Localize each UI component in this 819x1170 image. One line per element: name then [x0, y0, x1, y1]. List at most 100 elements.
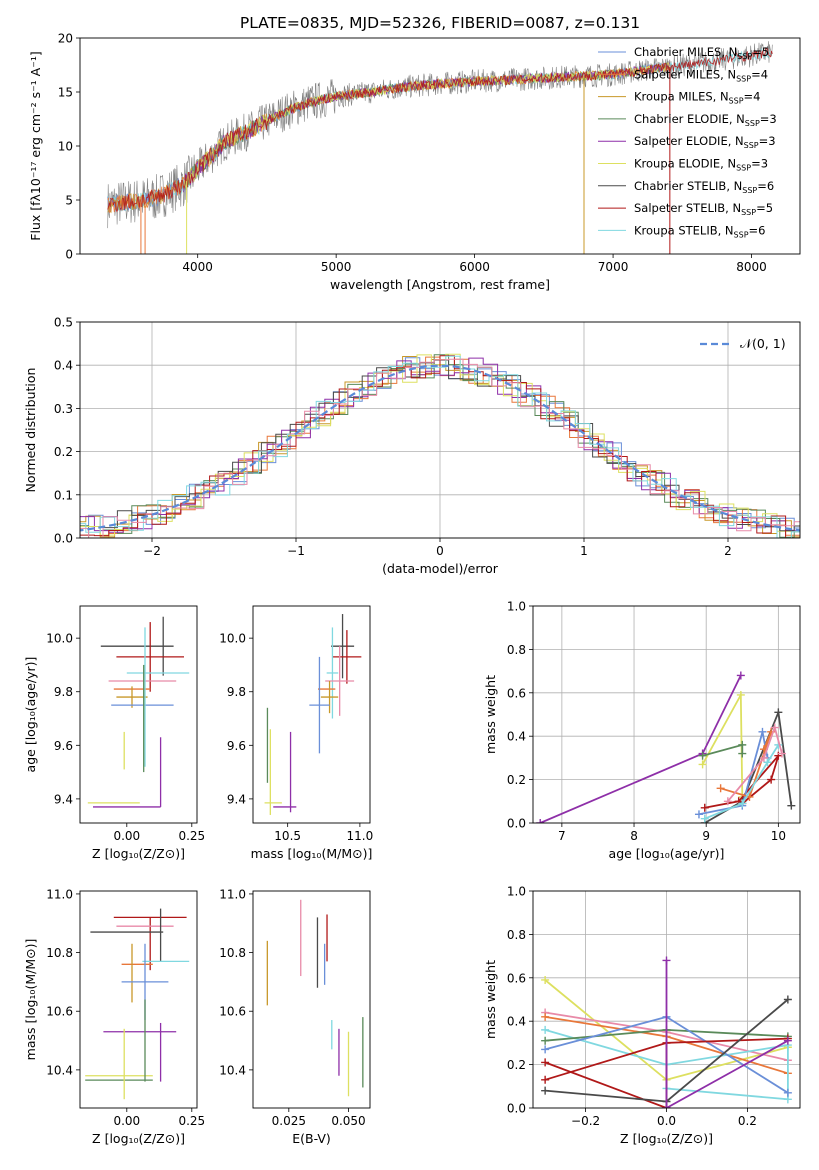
legend-entry-text: Kroupa ELODIE, N [634, 157, 736, 171]
plus-marker [767, 775, 776, 784]
plus-marker [738, 749, 747, 758]
massweight_vs_age-axes: 7 8 9 10 0.0 0.2 0.4 0.6 0.8 1.0 age [log₁₀(age/yr… [483, 600, 800, 861]
legend-entry-label: Chabrier STELIB, NSSP=6 [634, 179, 774, 195]
y-tick-label: 0.0 [507, 817, 526, 831]
plus-marker [738, 740, 747, 749]
x-tick-label: 8 [630, 829, 638, 843]
residual-histograms [80, 353, 800, 538]
axes-frame [252, 890, 371, 1109]
legend-entry-label: Chabrier ELODIE, NSSP=3 [634, 112, 777, 128]
y-tick-label: 10.6 [46, 1005, 73, 1019]
legend-entry-tail: =5 [752, 45, 769, 59]
y-tick-label: 10.0 [46, 632, 73, 646]
plus-marker [736, 671, 745, 680]
x-axis-label: Z [log₁₀(Z/Z⊙)] [620, 1131, 713, 1146]
plus-marker [758, 727, 767, 736]
age_vs_Z-points [87, 616, 190, 808]
y-tick-label: 0.6 [507, 971, 526, 985]
legend-entry-label: Chabrier MILES, NSSP=5 [634, 45, 769, 61]
x-axis-label: E(B-V) [292, 1131, 331, 1146]
x-tick-label: 8000 [736, 260, 767, 274]
legend-entry-subscript: SSP [745, 119, 760, 128]
mass_vs_EBV-points [266, 899, 364, 1097]
y-tick-label: 10.4 [46, 1063, 73, 1077]
plus-marker [698, 751, 707, 760]
legend-entry-label: Salpeter STELIB, NSSP=5 [634, 201, 773, 217]
x-tick-label: 0.2 [738, 1114, 757, 1128]
x-tick-label: 0.00 [113, 1114, 140, 1128]
legend-entry-tail: =4 [744, 90, 761, 104]
y-tick-label: 9.4 [227, 792, 246, 806]
axes-frame [79, 321, 801, 539]
legend-entry-text: Chabrier STELIB, N [634, 179, 742, 193]
legend-entry-subscript: SSP [744, 141, 759, 150]
y-tick-label: 10.6 [219, 1005, 246, 1019]
figure-title: PLATE=0835, MJD=52326, FIBERID=0087, z=0… [240, 14, 640, 32]
y-tick-label: 0.3 [54, 402, 73, 416]
legend-entry-subscript: SSP [741, 208, 756, 217]
legend-entry-text: Kroupa MILES, N [634, 90, 729, 104]
residual-legend: 𝒩(0, 1) [700, 336, 786, 351]
legend-entry-subscript: SSP [737, 52, 752, 61]
spectrum-legend: Chabrier MILES, NSSP=5 Salpeter MILES, NS… [598, 45, 777, 239]
y-tick-label: 10.8 [219, 946, 246, 960]
y-tick-label: 9.4 [54, 792, 73, 806]
y-tick-label: 5 [65, 194, 73, 208]
plus-marker [541, 1012, 550, 1021]
model-spectrum-line [107, 48, 773, 213]
residuals-axes: −2 −1 0 1 2 0.0 0.1 0.2 0.3 0.4 0.5 (data-model)/er… [23, 316, 800, 576]
plus-marker [541, 975, 550, 984]
plus-marker [698, 760, 707, 769]
legend-entry-tail: =6 [757, 179, 774, 193]
legend-entry-label: Salpeter MILES, NSSP=4 [634, 67, 768, 83]
axes-frame [252, 605, 371, 824]
x-axis-label: age [log₁₀(age/yr)] [609, 846, 725, 861]
mass_vs_EBV-axes: 0.025 0.050 10.4 10.6 10.8 11.0 E(B-V) [219, 887, 365, 1146]
histogram-step-line [80, 355, 800, 538]
plus-marker [541, 1025, 550, 1034]
plus-marker [774, 708, 783, 717]
mass_vs_Z-axes: 0.00 0.25 10.4 10.6 10.8 11.0 Z [log₁₀(Z/Z⊙)] m… [23, 887, 205, 1146]
y-tick-label: 0.2 [507, 773, 526, 787]
plus-marker [662, 1104, 671, 1108]
y-tick-label: 0.8 [507, 928, 526, 942]
plus-marker [700, 803, 709, 812]
plus-marker [759, 753, 768, 762]
axes-frame [532, 605, 801, 824]
y-tick-label: 10.0 [219, 632, 246, 646]
y-tick-label: 0.2 [54, 445, 73, 459]
y-tick-label: 0.0 [507, 1102, 526, 1116]
y-tick-label: 0.0 [54, 532, 73, 546]
x-tick-label: 0 [436, 544, 444, 558]
histogram-step-line [80, 353, 800, 538]
plus-marker [783, 1036, 792, 1045]
mass-weight-line [704, 744, 780, 820]
histogram-step-line [80, 355, 800, 538]
age_vs_mass-axes: 10.5 11.0 9.4 9.6 9.8 10.0 mass [log₁₀(M/M⊙)] [219, 632, 373, 861]
plus-marker [541, 1045, 550, 1054]
plus-marker [783, 1088, 792, 1097]
plus-marker [694, 810, 703, 819]
y-tick-label: 1.0 [507, 885, 526, 899]
y-tick-label: 15 [58, 86, 73, 100]
y-tick-label: 20 [58, 32, 73, 46]
legend-entry-subscript: SSP [736, 74, 751, 83]
plus-marker [716, 784, 725, 793]
y-tick-label: 0.6 [507, 686, 526, 700]
x-tick-label: −0.2 [571, 1114, 600, 1128]
x-tick-label: 4000 [182, 260, 213, 274]
x-tick-label: 1 [580, 544, 588, 558]
histogram-step-line [80, 358, 800, 538]
y-axis-label: age [log₁₀(age/yr)] [23, 657, 38, 773]
legend-entry-subscript: SSP [742, 186, 757, 195]
legend-entry-subscript: SSP [729, 97, 744, 106]
x-tick-label: 10 [771, 829, 786, 843]
age_vs_mass-points [264, 614, 362, 815]
y-tick-label: 9.6 [54, 739, 73, 753]
y-axis-label: Normed distribution [23, 368, 38, 493]
y-tick-label: 11.0 [46, 887, 73, 901]
y-axis-label: mass [log₁₀(M/M⊙)] [23, 939, 38, 1061]
axes-frame [532, 890, 801, 1109]
y-axis-label: mass weight [483, 960, 498, 1039]
